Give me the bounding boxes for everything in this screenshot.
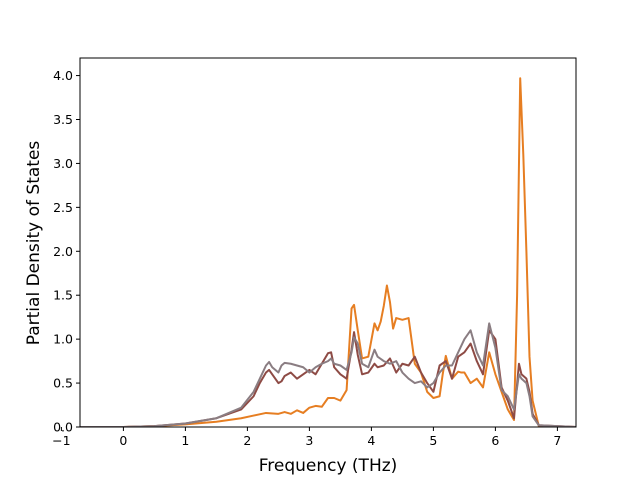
y-tick-label: 3.0 [53, 156, 73, 171]
x-tick-label: 3 [305, 433, 313, 448]
x-tick-label: −1 [52, 433, 70, 448]
x-tick-label: 0 [119, 433, 127, 448]
plot-area [79, 57, 577, 428]
series-line-3 [80, 322, 576, 427]
series-layer [80, 77, 576, 427]
x-axis: −1 0 1 2 3 4 5 6 7 [52, 427, 561, 448]
y-axis: 0.0 0.5 1.0 1.5 2.0 2.5 3.0 3.5 4.0 [53, 68, 80, 435]
x-tick-label: 6 [491, 433, 499, 448]
x-axis-label: Frequency (THz) [259, 456, 398, 476]
x-tick-label: 4 [367, 433, 375, 448]
x-tick-label: 5 [429, 433, 437, 448]
x-tick-label: 2 [243, 433, 251, 448]
y-axis-label: Partial Density of States [24, 141, 44, 346]
y-tick-label: 1.5 [53, 288, 73, 303]
x-tick-label: 7 [553, 433, 561, 448]
y-tick-label: 2.5 [53, 200, 73, 215]
y-tick-label: 4.0 [53, 68, 73, 83]
axes-frame [79, 57, 577, 428]
y-tick-label: 3.5 [53, 112, 73, 127]
y-tick-label: 0.0 [53, 420, 73, 435]
x-tick-label: 1 [181, 433, 189, 448]
y-tick-label: 1.0 [53, 332, 73, 347]
y-tick-label: 2.0 [53, 244, 73, 259]
series-line-2 [80, 329, 576, 427]
y-tick-label: 0.5 [53, 376, 73, 391]
